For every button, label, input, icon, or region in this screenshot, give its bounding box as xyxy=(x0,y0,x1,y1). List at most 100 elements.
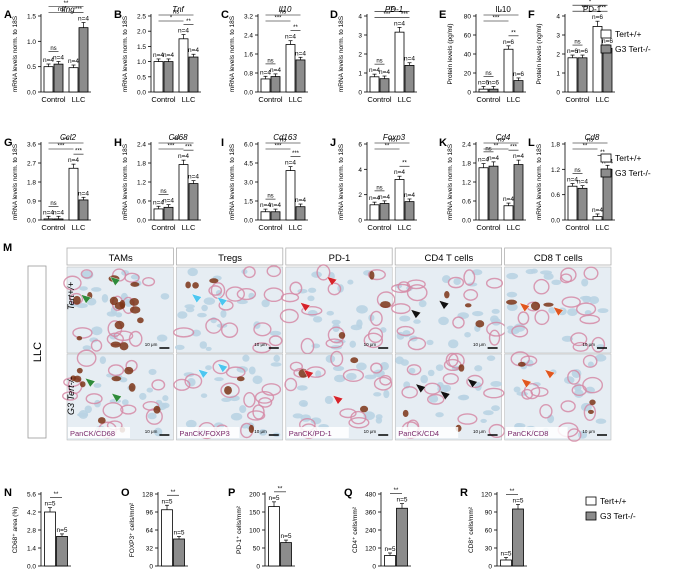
positive-cell xyxy=(114,302,126,310)
arrowhead-marker xyxy=(303,369,314,380)
bar xyxy=(68,67,79,93)
legend-swatch-g3 xyxy=(600,168,612,178)
stain-label: PanCK/CD4 xyxy=(398,429,439,438)
micrograph-cell: PanCK/FOXP3 10 μm xyxy=(173,353,284,441)
x-tick-label: Control xyxy=(565,223,590,232)
n-label: n=4 xyxy=(503,196,514,203)
sig-label: *** xyxy=(75,149,83,155)
y-tick-label: 6 xyxy=(358,142,362,149)
n-label: n=4 xyxy=(53,209,64,216)
sig-label: ns xyxy=(376,185,382,191)
y-tick-label: 1.8 xyxy=(137,161,146,168)
sig-label: *** xyxy=(383,12,391,18)
bar xyxy=(384,555,396,567)
chart-title: Cd163 xyxy=(273,133,297,142)
nucleus xyxy=(315,370,322,378)
nucleus xyxy=(331,319,341,325)
bar xyxy=(280,542,292,567)
chart-title: Ifng xyxy=(61,5,75,14)
chart-l: L Cd8 0.0 0.6 1.2 1.8 mRNA levels norm. to 18S… xyxy=(528,133,615,232)
micrograph-grid: M LLC TAMs Tert+/+ 10 μm G3 Tert-/- PanCK/CD68… xyxy=(3,242,612,442)
panel-letter: L xyxy=(528,137,535,149)
membrane-stain xyxy=(268,335,283,347)
positive-cell xyxy=(110,341,121,348)
bar-charts-layer: A Ifng 0.0 0.5 1.0 1.5 mRNA levels norm. to 18… xyxy=(4,0,615,571)
y-tick-label: 1.8 xyxy=(462,161,471,168)
n-label: n=4 xyxy=(163,198,174,205)
membrane-stain xyxy=(396,325,415,337)
membrane-stain xyxy=(63,275,82,291)
panel-letter: F xyxy=(528,9,535,21)
membrane-stain xyxy=(76,349,97,367)
y-axis-label: Protein levels (ng/ml) xyxy=(536,23,543,84)
nucleus xyxy=(174,344,185,350)
legend-label-g3: G3 Tert-/- xyxy=(615,168,651,178)
nucleus xyxy=(349,340,357,348)
scale-bar-label: 10 μm xyxy=(473,342,486,347)
sig-label: * xyxy=(170,16,173,22)
bar xyxy=(161,509,173,567)
sig-label: ** xyxy=(600,150,605,156)
n-label: n=4 xyxy=(260,69,271,76)
sig-label: ns xyxy=(173,10,179,16)
membrane-stain xyxy=(391,283,412,294)
column-header: TAMs xyxy=(109,253,133,264)
column-header-box xyxy=(175,247,284,266)
positive-cell xyxy=(458,364,465,372)
y-tick-label: 0.8 xyxy=(244,71,253,78)
membrane-stain xyxy=(485,277,504,289)
x-tick-label: Control xyxy=(476,223,501,232)
n-label: n=5 xyxy=(56,527,67,534)
y-tick-label: 2.0 xyxy=(137,29,146,36)
membrane-stain xyxy=(520,355,538,366)
sig-label: ns xyxy=(485,146,491,152)
micrograph-cell: 10 μm xyxy=(391,266,507,354)
sig-label: ns xyxy=(267,194,273,200)
nucleus xyxy=(221,397,232,403)
panel-letter: D xyxy=(330,9,338,21)
y-tick-label: 120 xyxy=(481,492,492,499)
membrane-stain xyxy=(582,354,598,368)
n-label: n=4 xyxy=(369,67,380,74)
n-label: n=4 xyxy=(78,190,89,197)
n-label: n=4 xyxy=(513,153,524,160)
y-tick-label: 6.0 xyxy=(244,142,253,149)
positive-cell xyxy=(369,270,375,280)
nucleus xyxy=(270,362,282,367)
legend-swatch-wt xyxy=(600,29,612,39)
positive-cell xyxy=(506,299,518,305)
positive-cell xyxy=(444,291,450,299)
sig-label: ** xyxy=(171,490,176,496)
nucleus xyxy=(364,374,377,380)
nucleus xyxy=(457,312,470,320)
nucleus xyxy=(506,291,518,298)
chart-h: H Cd68 0.0 0.6 1.2 1.8 2.4 mRNA levels norm. to… xyxy=(114,133,201,232)
nucleus xyxy=(230,412,243,421)
legend-label-wt: Tert+/+ xyxy=(615,29,641,39)
chart-q: Q 0 120 240 360 480 CD4⁺ cells/mm² n=5 n=5 ** xyxy=(344,487,411,571)
positive-cell xyxy=(153,405,161,414)
sig-label: ns xyxy=(160,189,166,195)
positive-cell xyxy=(464,303,472,308)
nucleus xyxy=(300,402,308,407)
nucleus xyxy=(459,394,469,400)
panel-letter: C xyxy=(221,9,229,21)
y-tick-label: 0.0 xyxy=(27,218,36,225)
scale-bar-label: 10 μm xyxy=(145,342,158,347)
bar xyxy=(567,185,578,221)
y-tick-label: 4.5 xyxy=(244,161,253,168)
y-tick-label: 1.5 xyxy=(137,44,146,51)
sig-label: ns xyxy=(389,6,395,12)
positive-cell xyxy=(79,381,86,388)
nucleus xyxy=(399,315,411,322)
positive-cell xyxy=(402,409,409,418)
membrane-stain xyxy=(539,403,553,419)
chart-o: O 0 32 64 96 128 FOXP3⁺ cells/mm² n=5 n=5 ** xyxy=(121,487,188,571)
nucleus xyxy=(307,295,315,302)
arrowhead-marker xyxy=(520,378,532,389)
sig-label: *** xyxy=(401,12,409,18)
y-tick-label: 1.5 xyxy=(244,199,253,206)
nucleus xyxy=(383,389,390,399)
nucleus xyxy=(472,310,484,317)
sig-label: ** xyxy=(293,25,298,31)
